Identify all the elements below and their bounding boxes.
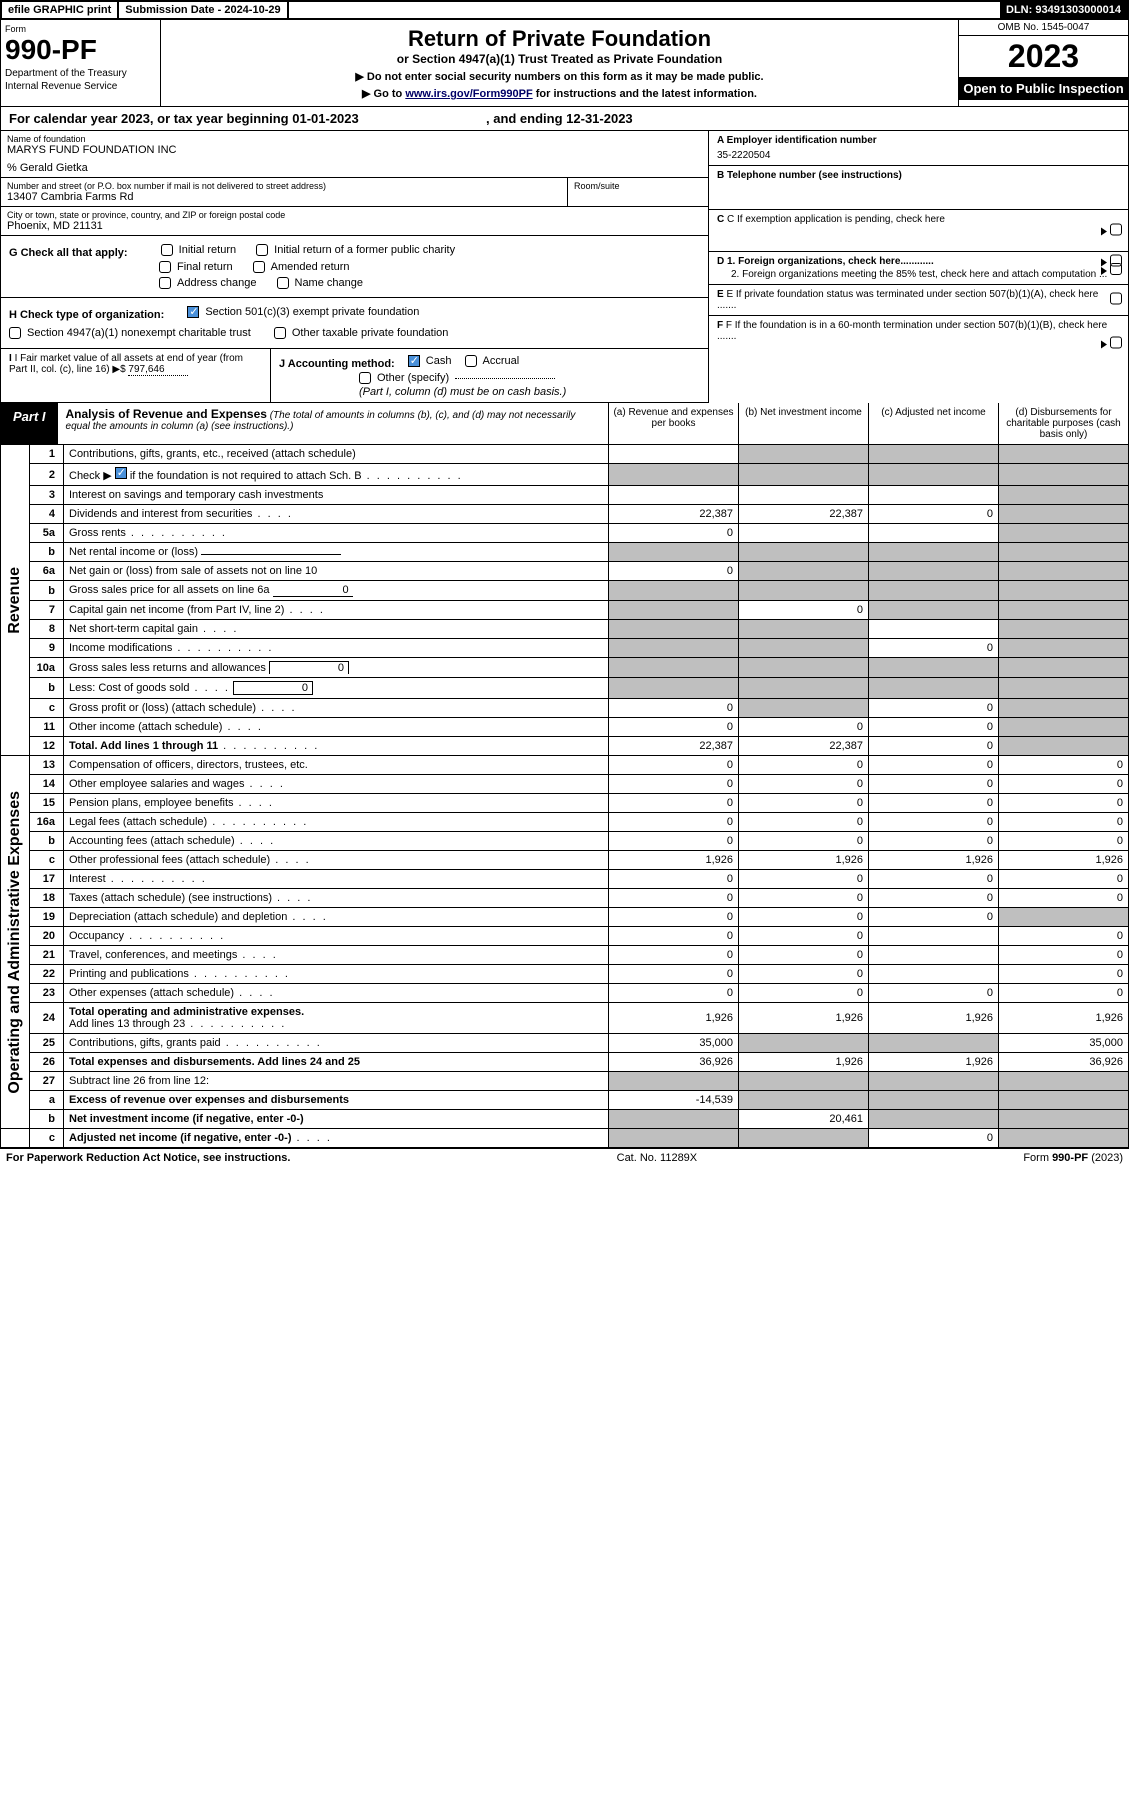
section-g: G Check all that apply: Initial return I… (1, 236, 708, 298)
section-j: J Accounting method: Cash Accrual Other … (271, 349, 708, 402)
form-ref: Form 990-PF (2023) (1023, 1152, 1123, 1164)
checkbox-name-change[interactable] (277, 277, 289, 289)
top-bar: efile GRAPHIC print Submission Date - 20… (0, 0, 1129, 20)
form-title: Return of Private Foundation (171, 26, 948, 52)
link-note: ▶ Go to www.irs.gov/Form990PF for instru… (171, 87, 948, 100)
section-e: E E If private foundation status was ter… (709, 285, 1128, 316)
info-section: Name of foundation MARYS FUND FOUNDATION… (0, 131, 1129, 403)
section-c: C C If exemption application is pending,… (709, 210, 1128, 252)
cat-no: Cat. No. 11289X (617, 1152, 698, 1164)
calendar-year-row: For calendar year 2023, or tax year begi… (0, 107, 1129, 131)
tax-year: 2023 (959, 36, 1128, 77)
col-d-header: (d) Disbursements for charitable purpose… (998, 403, 1128, 444)
paperwork-notice: For Paperwork Reduction Act Notice, see … (6, 1152, 290, 1164)
expenses-label: Operating and Administrative Expenses (6, 791, 24, 1094)
irs-link[interactable]: www.irs.gov/Form990PF (405, 88, 532, 100)
checkbox-4947[interactable] (9, 327, 21, 339)
section-d: D 1. Foreign organizations, check here..… (709, 252, 1128, 285)
part-label: Part I (1, 403, 58, 444)
room-suite: Room/suite (568, 178, 708, 206)
phone-block: B Telephone number (see instructions) (709, 166, 1128, 210)
checkbox-amended[interactable] (253, 261, 265, 273)
form-header: Form 990-PF Department of the Treasury I… (0, 20, 1129, 107)
irs-label: Internal Revenue Service (5, 81, 156, 92)
checkbox-initial-return[interactable] (161, 244, 173, 256)
street-address-block: Number and street (or P.O. box number if… (1, 178, 568, 206)
checkbox-initial-former[interactable] (256, 244, 268, 256)
checkbox-other-method[interactable] (359, 372, 371, 384)
ein-block: A Employer identification number 35-2220… (709, 131, 1128, 166)
section-i: I I Fair market value of all assets at e… (1, 349, 271, 402)
col-a-header: (a) Revenue and expenses per books (608, 403, 738, 444)
revenue-label: Revenue (6, 567, 24, 634)
form-number: 990-PF (5, 34, 156, 66)
efile-label[interactable]: efile GRAPHIC print (2, 2, 119, 18)
part-i-header: Part I Analysis of Revenue and Expenses … (0, 403, 1129, 445)
ssn-note: ▶ Do not enter social security numbers o… (171, 70, 948, 83)
open-inspection: Open to Public Inspection (959, 77, 1128, 100)
part-i-table: Revenue 1Contributions, gifts, grants, e… (0, 445, 1129, 1148)
col-b-header: (b) Net investment income (738, 403, 868, 444)
checkbox-address-change[interactable] (159, 277, 171, 289)
submission-date: Submission Date - 2024-10-29 (119, 2, 288, 18)
checkbox-sch-b[interactable] (115, 467, 127, 479)
checkbox-f[interactable] (1110, 337, 1122, 349)
checkbox-cash[interactable] (408, 355, 420, 367)
checkbox-501c3[interactable] (187, 306, 199, 318)
checkbox-accrual[interactable] (465, 355, 477, 367)
checkbox-other-taxable[interactable] (274, 327, 286, 339)
dln: DLN: 93491303000014 (1000, 2, 1127, 18)
form-subtitle: or Section 4947(a)(1) Trust Treated as P… (171, 52, 948, 66)
page-footer: For Paperwork Reduction Act Notice, see … (0, 1148, 1129, 1167)
col-c-header: (c) Adjusted net income (868, 403, 998, 444)
checkbox-e[interactable] (1110, 293, 1122, 305)
checkbox-d2[interactable] (1110, 263, 1122, 275)
checkbox-final-return[interactable] (159, 261, 171, 273)
dept-treasury: Department of the Treasury (5, 68, 156, 79)
foundation-name-block: Name of foundation MARYS FUND FOUNDATION… (1, 131, 708, 178)
form-label: Form (5, 24, 156, 34)
omb-number: OMB No. 1545-0047 (959, 20, 1128, 36)
checkbox-c[interactable] (1110, 223, 1122, 235)
section-f: F F If the foundation is in a 60-month t… (709, 316, 1128, 372)
section-h: H Check type of organization: Section 50… (1, 298, 708, 349)
city-block: City or town, state or province, country… (1, 207, 708, 236)
